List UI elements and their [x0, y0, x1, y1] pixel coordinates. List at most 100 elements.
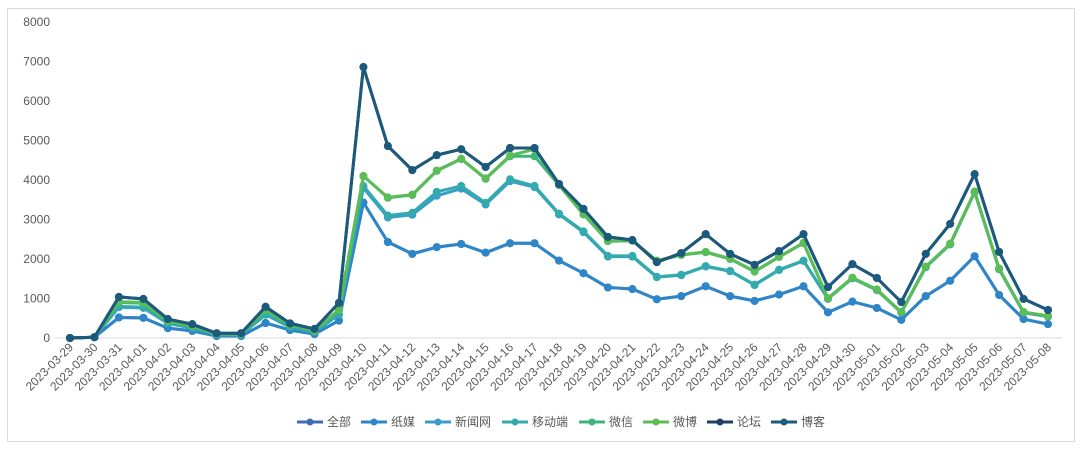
- data-point: [603, 232, 612, 241]
- y-tick-label: 2000: [23, 252, 50, 266]
- data-point: [970, 252, 979, 261]
- data-point: [139, 313, 148, 322]
- data-point: [408, 190, 417, 199]
- legend-item[interactable]: 纸媒: [361, 415, 415, 429]
- legend-item[interactable]: 全部: [297, 414, 351, 429]
- chart-frame: [7, 8, 1075, 442]
- data-point: [286, 319, 295, 328]
- data-point: [946, 219, 955, 228]
- data-point: [628, 285, 637, 294]
- data-point: [848, 273, 857, 282]
- legend-label: 纸媒: [391, 415, 415, 429]
- data-point: [114, 292, 123, 301]
- series-博客: [66, 63, 1052, 342]
- data-point: [383, 142, 392, 151]
- data-point: [726, 266, 735, 275]
- data-point: [775, 252, 784, 261]
- data-point: [359, 172, 368, 181]
- data-point: [946, 276, 955, 285]
- data-point: [555, 256, 563, 265]
- data-point: [555, 209, 563, 218]
- y-tick-label: 7000: [23, 55, 50, 69]
- data-point: [799, 256, 808, 265]
- data-point: [530, 239, 539, 248]
- series-line: [69, 65, 1049, 340]
- y-tick-label: 3000: [23, 213, 50, 227]
- data-point: [726, 292, 735, 301]
- data-point: [1044, 311, 1052, 320]
- data-point: [383, 238, 392, 247]
- data-point: [383, 211, 392, 220]
- data-point: [481, 248, 490, 257]
- data-point: [530, 181, 539, 190]
- data-point: [995, 264, 1004, 273]
- data-point: [750, 280, 759, 289]
- data-point: [677, 249, 686, 258]
- data-point: [481, 174, 490, 183]
- data-point: [432, 166, 441, 175]
- legend-label: 全部: [327, 414, 351, 429]
- data-point: [457, 154, 466, 163]
- data-point: [408, 249, 417, 258]
- data-point: [1044, 320, 1052, 329]
- data-point: [701, 262, 710, 271]
- data-point: [603, 251, 612, 260]
- legend-item[interactable]: 论坛: [707, 415, 761, 429]
- legend-item[interactable]: 移动端: [502, 415, 568, 429]
- data-point: [457, 181, 466, 190]
- data-point: [432, 243, 441, 252]
- data-point: [995, 290, 1004, 299]
- legend-label: 微信: [609, 415, 633, 429]
- data-point: [114, 313, 123, 322]
- data-point: [946, 239, 955, 248]
- data-point: [628, 236, 637, 245]
- data-point: [750, 296, 759, 305]
- data-point: [701, 230, 710, 239]
- data-point: [1019, 294, 1028, 303]
- legend-item[interactable]: 微信: [579, 415, 633, 429]
- data-point: [237, 329, 246, 338]
- legend-item[interactable]: 博客: [771, 414, 825, 429]
- data-point: [506, 175, 515, 184]
- data-point: [90, 333, 99, 342]
- data-point: [1019, 307, 1028, 316]
- data-point: [726, 249, 735, 258]
- data-point: [334, 298, 343, 307]
- data-point: [579, 227, 588, 236]
- data-point: [261, 302, 270, 311]
- legend-marker-icon: [370, 418, 378, 426]
- series-微博: [66, 145, 1052, 342]
- legend-marker-icon: [511, 418, 519, 426]
- data-point: [1044, 305, 1052, 314]
- legend-marker-icon: [434, 418, 442, 426]
- data-point: [921, 249, 930, 258]
- data-point: [383, 193, 392, 202]
- data-point: [775, 265, 784, 274]
- data-point: [432, 187, 441, 196]
- data-point: [921, 262, 930, 271]
- data-point: [506, 144, 515, 153]
- legend-item[interactable]: 微博: [643, 414, 697, 429]
- data-point: [310, 324, 319, 333]
- legend-label: 移动端: [532, 415, 568, 429]
- data-point: [506, 151, 515, 160]
- data-point: [261, 318, 270, 327]
- legend-label: 论坛: [737, 415, 761, 429]
- series-纸媒: [66, 198, 1052, 342]
- data-point: [970, 187, 979, 196]
- legend-item[interactable]: 新闻网: [425, 414, 491, 429]
- data-point: [481, 198, 490, 207]
- y-tick-label: 4000: [23, 173, 50, 187]
- data-point: [897, 315, 906, 324]
- data-point: [628, 251, 637, 260]
- data-point: [481, 162, 490, 171]
- data-point: [359, 63, 368, 72]
- data-point: [139, 294, 148, 303]
- data-point: [334, 316, 343, 325]
- data-point: [701, 282, 710, 291]
- data-point: [921, 292, 930, 301]
- data-point: [603, 283, 612, 292]
- data-point: [652, 272, 661, 281]
